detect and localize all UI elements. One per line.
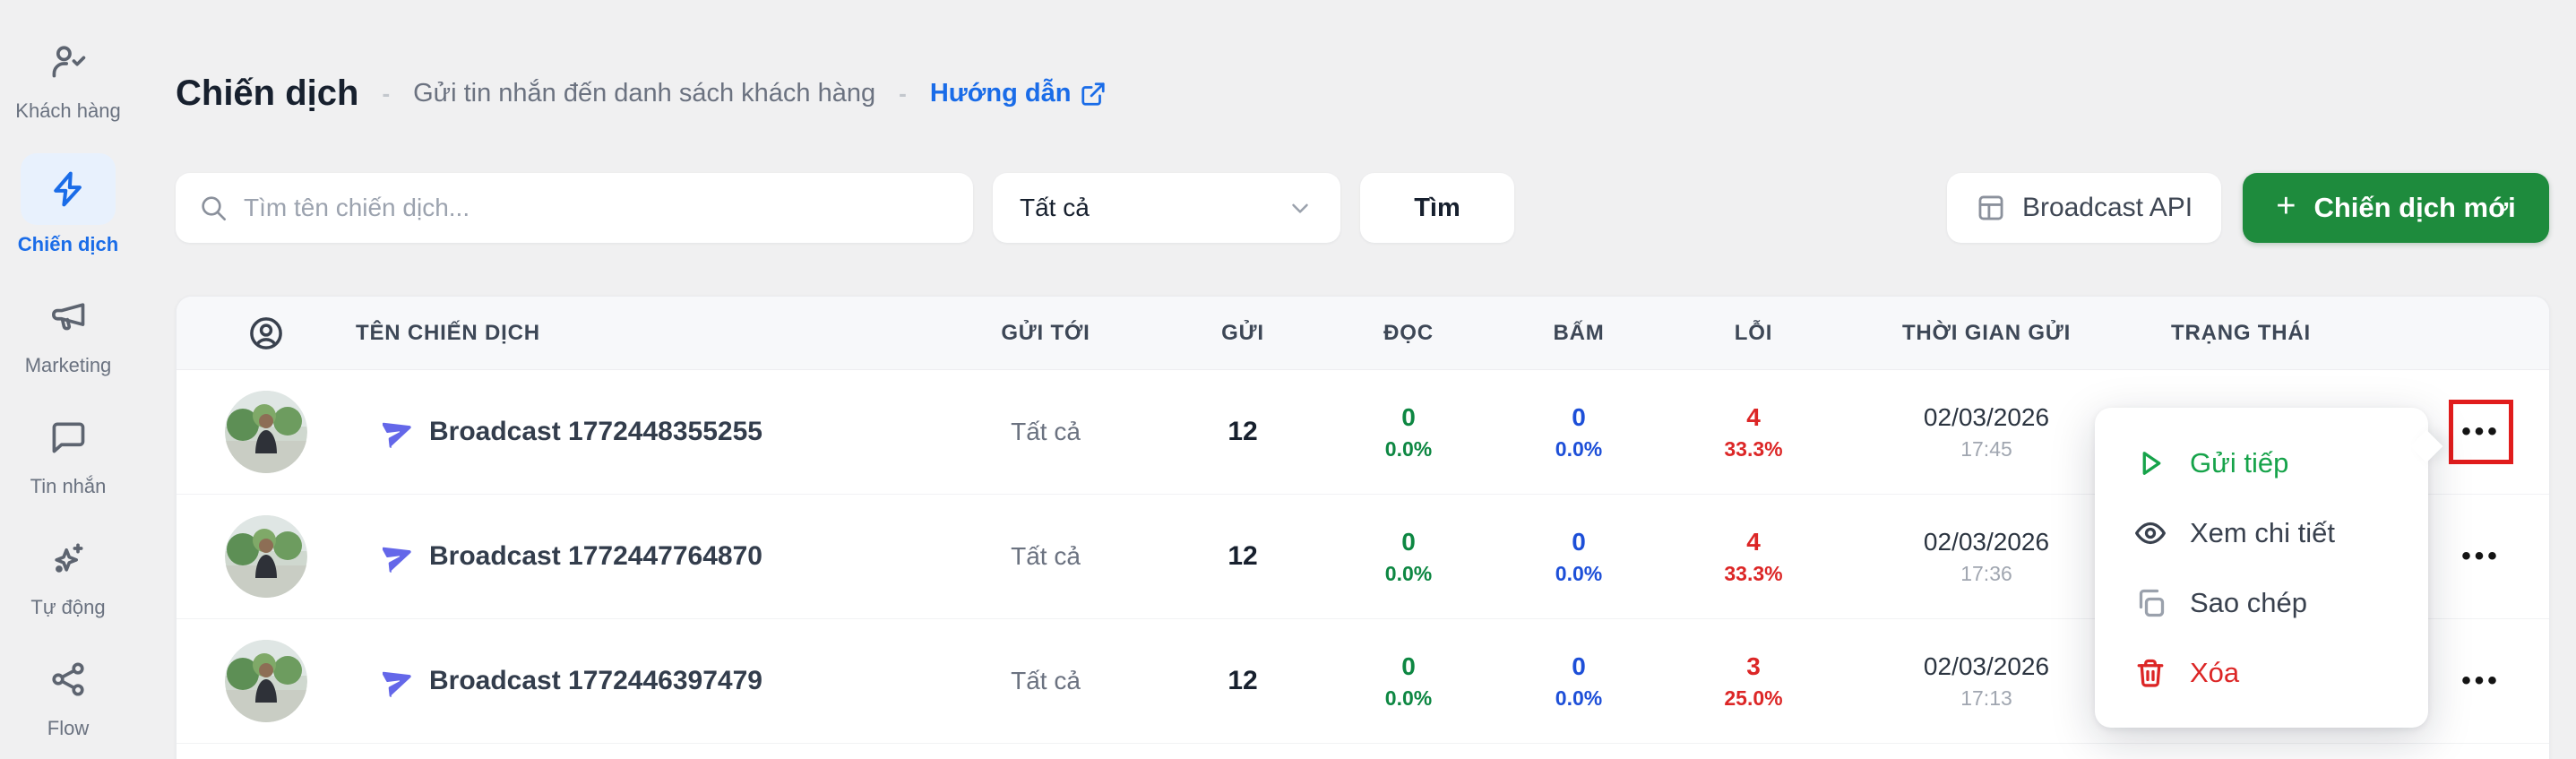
chat-bubble-icon <box>21 408 116 467</box>
campaign-name: Broadcast 1772446397479 <box>429 666 762 695</box>
menu-item-copy[interactable]: Sao chép <box>2095 568 2428 638</box>
zap-icon <box>21 153 116 225</box>
sidebar-item-flow[interactable]: Flow <box>1 650 135 740</box>
campaign-name-cell: Broadcast 1772448355255 <box>356 416 929 448</box>
send-to-value: Tất cả <box>1011 542 1081 570</box>
click-stat: 0 0.0% <box>1555 651 1603 710</box>
send-icon <box>383 422 411 448</box>
sparkles-icon <box>21 529 116 588</box>
search-input[interactable] <box>244 194 950 222</box>
more-actions-button[interactable]: ••• <box>2449 400 2513 464</box>
broadcast-api-button[interactable]: Broadcast API <box>1947 173 2221 243</box>
campaign-name: Broadcast 1772447764870 <box>429 541 762 571</box>
col-status: TRẠNG THÁI <box>2171 320 2311 345</box>
read-stat: 0 0.0% <box>1384 651 1433 710</box>
external-link-icon <box>1081 82 1106 106</box>
col-name: TÊN CHIẾN DỊCH <box>356 320 540 345</box>
user-check-icon <box>21 32 116 91</box>
send-time: 02/03/2026 17:13 <box>1923 651 2050 710</box>
play-icon <box>2142 451 2161 475</box>
avatar <box>177 640 356 722</box>
col-send-time: THỜI GIAN GỬI <box>1901 320 2072 345</box>
chevron-down-icon <box>1292 203 1308 213</box>
campaign-name-cell: Broadcast 1772446397479 <box>356 665 929 697</box>
sidebar-item-customers[interactable]: Khách hàng <box>1 32 135 123</box>
send-icon <box>383 671 411 697</box>
guide-link[interactable]: Hướng dẫn <box>930 79 1107 108</box>
copy-icon <box>2139 589 2165 617</box>
more-actions-button[interactable]: ••• <box>2449 524 2513 589</box>
menu-item-delete[interactable]: Xóa <box>2095 638 2428 708</box>
sidebar-label: Tin nhắn <box>30 475 107 497</box>
send-time: 02/03/2026 17:36 <box>1923 527 2050 585</box>
new-campaign-label: Chiến dịch mới <box>2313 192 2516 223</box>
avatar <box>177 515 356 598</box>
plus-icon: + <box>2276 187 2296 225</box>
menu-item-view-details[interactable]: Xem chi tiết <box>2095 498 2428 568</box>
sidebar-item-automation[interactable]: Tự động <box>1 529 135 619</box>
avatar <box>177 391 356 473</box>
panels-icon <box>1978 195 2003 220</box>
sent-value: 12 <box>1228 417 1258 446</box>
send-to-value: Tất cả <box>1011 418 1081 445</box>
click-stat: 0 0.0% <box>1555 527 1603 585</box>
sent-value: 12 <box>1228 541 1258 571</box>
sent-value: 12 <box>1228 666 1258 695</box>
error-stat: 3 25.0% <box>1724 651 1783 710</box>
sidebar-label: Marketing <box>24 354 112 376</box>
click-stat: 0 0.0% <box>1555 402 1603 461</box>
user-circle-icon <box>177 315 356 352</box>
more-actions-button[interactable]: ••• <box>2449 649 2513 713</box>
new-campaign-button[interactable]: + Chiến dịch mới <box>2243 173 2549 243</box>
col-click: BẤM <box>1553 320 1605 345</box>
col-error: LỖI <box>1734 320 1773 345</box>
read-stat: 0 0.0% <box>1384 527 1433 585</box>
eye-icon <box>2135 522 2166 544</box>
share-nodes-icon <box>21 650 116 709</box>
page-header: Chiến dịch - Gửi tin nhắn đến danh sách … <box>176 73 1107 114</box>
sidebar: Khách hàng Chiến dịch Marketing <box>0 0 136 759</box>
table-header: TÊN CHIẾN DỊCH GỬI TỚI GỬI ĐỌC BẤM LỖI T… <box>177 297 2549 370</box>
sidebar-item-messages[interactable]: Tin nhắn <box>1 408 135 498</box>
sidebar-label: Khách hàng <box>15 99 121 122</box>
sidebar-item-marketing[interactable]: Marketing <box>1 287 135 377</box>
separator: - <box>899 80 907 107</box>
broadcast-api-label: Broadcast API <box>2021 193 2193 222</box>
sidebar-label: Chiến dịch <box>17 233 119 255</box>
row-actions-menu: Gửi tiếp Xem chi tiết Sao chép Xóa <box>2095 408 2443 728</box>
toolbar-left: Tất cả Tìm <box>176 173 1514 243</box>
search-box <box>176 173 973 243</box>
guide-link-label: Hướng dẫn <box>929 79 1072 108</box>
col-sent: GỬI <box>1221 320 1264 345</box>
read-stat: 0 0.0% <box>1384 402 1433 461</box>
col-send-to: GỬI TỚI <box>1001 320 1090 345</box>
trash-icon <box>2137 659 2164 687</box>
menu-item-resend[interactable]: Gửi tiếp <box>2095 428 2428 498</box>
sidebar-label: Flow <box>47 717 90 739</box>
search-button[interactable]: Tìm <box>1360 173 1514 243</box>
page-title: Chiến dịch <box>176 73 359 113</box>
sidebar-item-campaigns[interactable]: Chiến dịch <box>1 153 135 256</box>
send-time: 02/03/2026 17:45 <box>1923 402 2050 461</box>
campaign-name-cell: Broadcast 1772447764870 <box>356 540 929 573</box>
filter-value: Tất cả <box>1020 194 1090 221</box>
page-subtitle: Gửi tin nhắn đến danh sách khách hàng <box>413 79 876 108</box>
megaphone-icon <box>21 287 116 346</box>
error-stat: 4 33.3% <box>1724 527 1783 585</box>
error-stat: 4 33.3% <box>1724 402 1783 461</box>
separator: - <box>382 80 391 107</box>
sidebar-label: Tự động <box>30 596 106 618</box>
search-icon <box>202 196 226 220</box>
send-to-value: Tất cả <box>1011 667 1081 694</box>
send-icon <box>383 547 411 573</box>
toolbar-right: Broadcast API + Chiến dịch mới <box>1947 173 2549 243</box>
campaign-name: Broadcast 1772448355255 <box>429 417 762 446</box>
col-read: ĐỌC <box>1383 320 1434 345</box>
filter-select[interactable]: Tất cả <box>993 173 1340 243</box>
